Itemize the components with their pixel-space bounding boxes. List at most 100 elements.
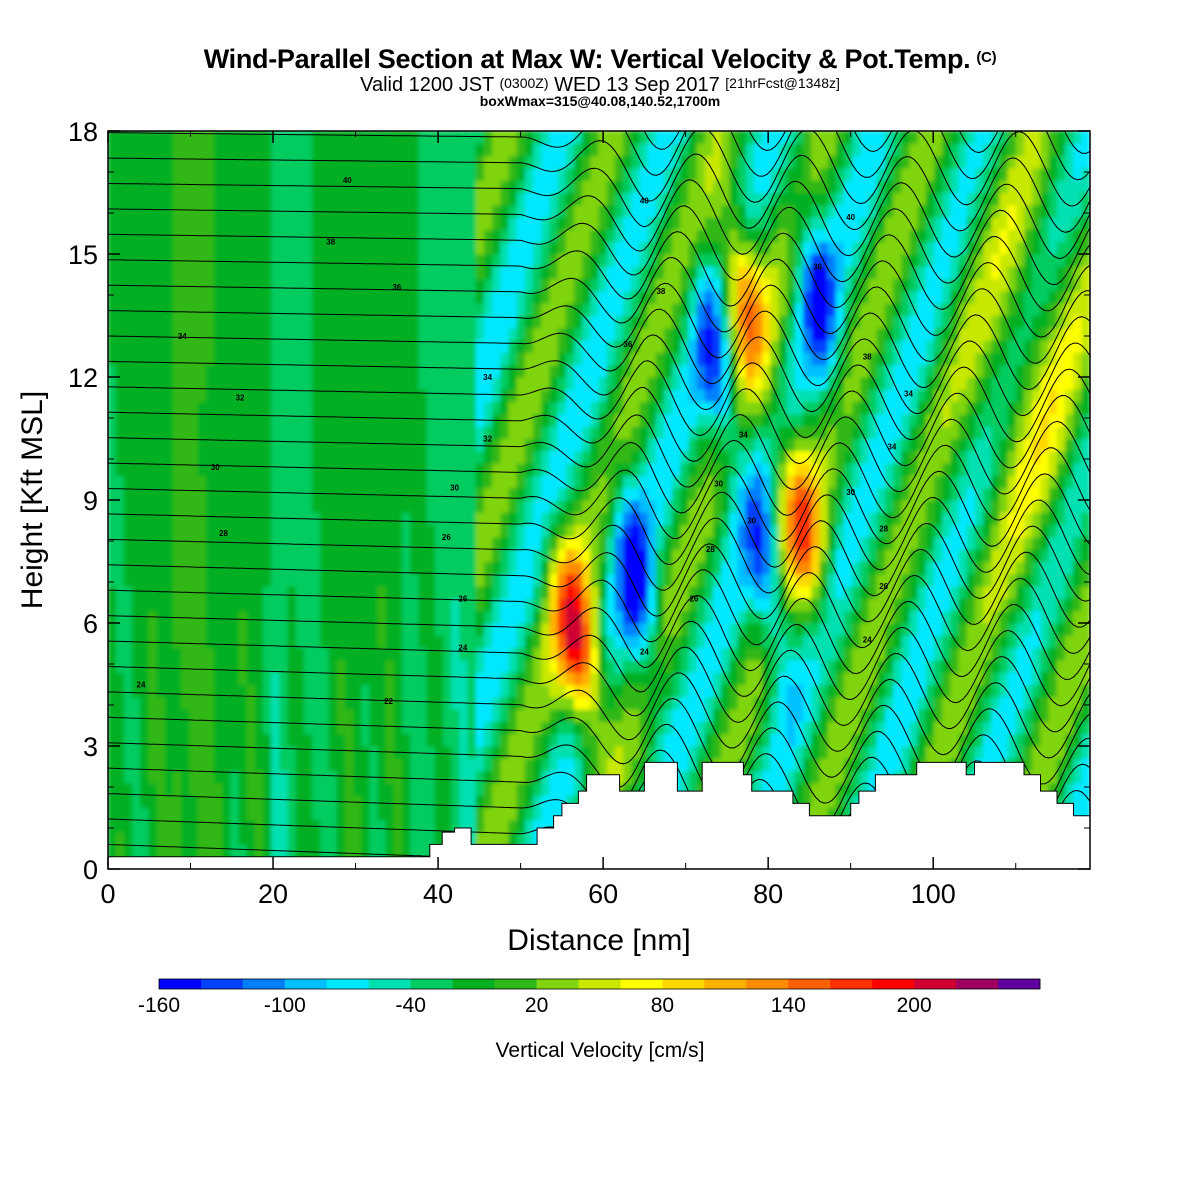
w-cell (328, 622, 338, 636)
w-cell (295, 770, 305, 784)
w-cell (246, 733, 256, 747)
w-cell (565, 425, 575, 439)
w-cell (156, 757, 166, 772)
w-cell (721, 216, 731, 230)
w-cell (483, 819, 494, 833)
w-cell (205, 339, 215, 353)
w-cell (483, 499, 494, 513)
w-cell (295, 548, 305, 562)
w-cell (770, 167, 780, 181)
w-cell (197, 253, 207, 267)
w-cell (557, 647, 567, 661)
w-cell (745, 745, 755, 759)
w-cell (753, 745, 764, 759)
w-cell (459, 302, 469, 316)
w-cell (778, 401, 788, 415)
w-cell (524, 388, 535, 403)
w-cell (492, 302, 502, 316)
w-cell (549, 536, 559, 550)
w-cell (377, 241, 387, 255)
w-cell (541, 819, 551, 833)
w-cell (590, 573, 600, 587)
w-cell (197, 339, 207, 353)
w-cell (385, 438, 395, 452)
w-cell (108, 622, 117, 636)
w-cell (197, 597, 207, 612)
w-cell (271, 647, 281, 661)
w-cell (459, 401, 469, 415)
w-cell (721, 659, 731, 673)
w-cell (230, 659, 240, 673)
w-cell (647, 585, 657, 599)
w-cell (762, 524, 772, 538)
w-cell (156, 179, 166, 193)
w-cell (582, 376, 592, 390)
w-cell (565, 585, 575, 599)
w-cell (524, 524, 535, 538)
w-cell (508, 757, 518, 772)
w-cell (164, 561, 174, 575)
w-cell (361, 720, 371, 735)
w-cell (753, 511, 764, 526)
w-cell (393, 696, 404, 710)
w-cell (385, 228, 395, 243)
w-cell (205, 155, 215, 169)
w-cell (704, 364, 715, 378)
w-cell (688, 548, 698, 562)
w-cell (320, 388, 330, 403)
w-cell (164, 794, 174, 808)
w-cell (475, 388, 485, 403)
w-cell (164, 327, 174, 341)
w-cell (238, 770, 248, 784)
w-cell (623, 720, 633, 735)
w-cell (189, 425, 199, 439)
w-cell (132, 401, 142, 415)
w-cell (492, 487, 502, 501)
w-cell (222, 807, 232, 821)
w-cell (115, 278, 125, 292)
w-cell (312, 192, 322, 206)
w-cell (377, 524, 387, 538)
w-cell (410, 757, 420, 772)
w-cell (123, 401, 134, 415)
w-cell (475, 819, 485, 833)
chart-title: Wind-Parallel Section at Max W: Vertical… (0, 44, 1200, 75)
w-cell (385, 142, 395, 157)
w-cell (393, 241, 404, 255)
w-cell (500, 720, 510, 735)
w-cell (262, 561, 273, 575)
w-cell (590, 684, 600, 698)
w-cell (156, 831, 166, 845)
w-cell (303, 561, 314, 575)
w-cell (312, 364, 322, 378)
w-cell (696, 155, 706, 169)
w-cell (213, 192, 224, 206)
w-cell (680, 315, 690, 329)
w-cell (549, 155, 559, 169)
w-cell (132, 204, 142, 218)
w-cell (770, 339, 780, 353)
w-cell (696, 204, 706, 218)
w-cell (639, 573, 649, 587)
w-cell (344, 462, 354, 476)
w-cell (459, 388, 469, 403)
w-cell (254, 622, 264, 636)
w-cell (393, 438, 404, 452)
w-cell (655, 733, 665, 747)
w-cell (443, 684, 453, 698)
w-cell (385, 536, 395, 550)
w-cell (663, 548, 674, 562)
w-cell (516, 462, 526, 476)
w-cell (197, 610, 207, 624)
w-cell (344, 733, 354, 747)
w-cell (500, 131, 510, 144)
w-cell (303, 339, 314, 353)
w-cell (115, 241, 125, 255)
w-cell (623, 474, 633, 489)
w-cell (721, 155, 731, 169)
w-cell (369, 351, 379, 366)
w-cell (639, 131, 649, 144)
w-cell (295, 807, 305, 821)
w-cell (262, 684, 273, 698)
w-cell (598, 327, 608, 341)
